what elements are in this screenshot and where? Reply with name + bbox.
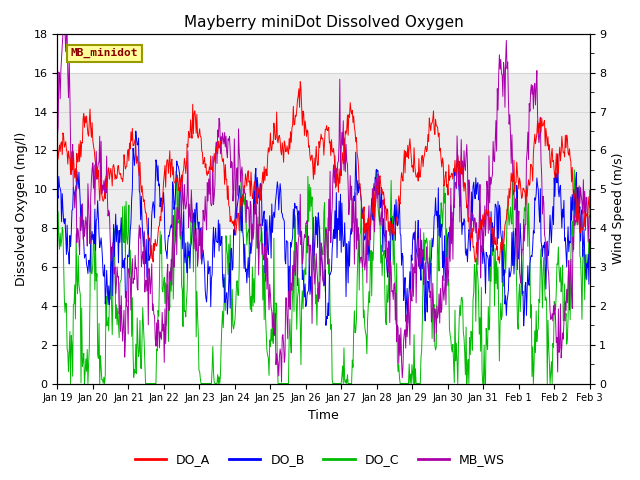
Y-axis label: Dissolved Oxygen (mg/l): Dissolved Oxygen (mg/l) — [15, 132, 28, 286]
Title: Mayberry miniDot Dissolved Oxygen: Mayberry miniDot Dissolved Oxygen — [184, 15, 463, 30]
Y-axis label: Wind Speed (m/s): Wind Speed (m/s) — [612, 153, 625, 264]
Bar — [58, 73, 589, 228]
X-axis label: Time: Time — [308, 409, 339, 422]
Text: MB_minidot: MB_minidot — [70, 48, 138, 58]
Legend: DO_A, DO_B, DO_C, MB_WS: DO_A, DO_B, DO_C, MB_WS — [130, 448, 510, 471]
